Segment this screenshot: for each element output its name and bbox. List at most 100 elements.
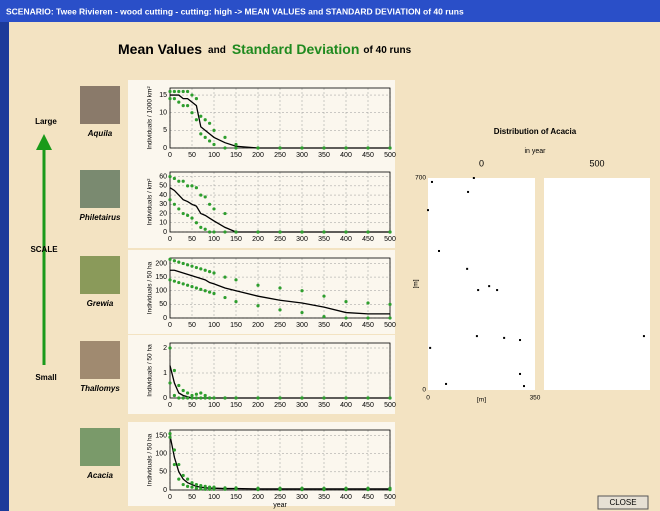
sd-point (388, 488, 391, 491)
sd-point (177, 281, 180, 284)
sd-point (177, 384, 180, 387)
y-tick-label: 15 (159, 92, 167, 99)
sd-point (186, 90, 189, 93)
x-tick-label: 50 (188, 494, 196, 501)
sd-point (177, 180, 180, 183)
x-tick-label: 500 (384, 494, 396, 501)
x-tick-label: 50 (188, 402, 196, 409)
x-tick-label: 100 (208, 236, 220, 243)
sd-point (388, 396, 391, 399)
sd-point (204, 396, 207, 399)
x-tick-label: 0 (168, 152, 172, 159)
y-tick-label: 0 (163, 229, 167, 236)
sd-point (182, 180, 185, 183)
plant-point (476, 335, 478, 337)
sd-point (186, 214, 189, 217)
sd-point (199, 484, 202, 487)
sd-point (322, 230, 325, 233)
sd-point (366, 488, 369, 491)
sd-point (256, 396, 259, 399)
y-tick-label: 0 (163, 395, 167, 402)
x-tick-label: 300 (296, 322, 308, 329)
sd-point (322, 396, 325, 399)
page: SCENARIO: Twee Rivieren - wood cutting -… (0, 0, 660, 511)
sd-point (366, 230, 369, 233)
sd-point (344, 230, 347, 233)
sd-point (366, 396, 369, 399)
sd-point (208, 270, 211, 273)
x-tick-label: 200 (252, 494, 264, 501)
y-tick-label: 100 (155, 288, 167, 295)
sd-point (212, 488, 215, 491)
sd-point (168, 432, 171, 435)
sd-point (300, 311, 303, 314)
sd-point (182, 483, 185, 486)
close-label[interactable]: CLOSE (609, 498, 636, 507)
distribution-title: Distribution of Acacia (494, 127, 577, 136)
sd-point (212, 143, 215, 146)
sd-point (256, 488, 259, 491)
x-axis-label: year (273, 502, 287, 509)
sd-point (223, 136, 226, 139)
sd-point (173, 90, 176, 93)
sd-point (300, 146, 303, 149)
sd-point (199, 267, 202, 270)
plant-point (445, 383, 447, 385)
sd-point (173, 369, 176, 372)
sd-point (177, 477, 180, 480)
x-tick-label: 150 (230, 236, 242, 243)
sd-point (186, 263, 189, 266)
sd-point (168, 346, 171, 349)
distribution-panel (428, 178, 535, 390)
y-tick-label: 40 (159, 192, 167, 199)
x-tick-label: 450 (362, 494, 374, 501)
y-tick-label: 150 (155, 274, 167, 281)
x-tick-label: 100 (208, 494, 220, 501)
plant-point (488, 285, 490, 287)
sd-point (223, 296, 226, 299)
sd-point (177, 396, 180, 399)
sd-point (322, 315, 325, 318)
scale-small: Small (35, 373, 56, 382)
y-tick-label: 30 (159, 201, 167, 208)
x-tick-label: 50 (188, 152, 196, 159)
plant-point (519, 373, 521, 375)
plant-point (473, 177, 475, 179)
sd-point (168, 381, 171, 384)
sd-point (190, 481, 193, 484)
species-name: Aquila (87, 129, 113, 138)
y-axis-label: Individuals / 50 ha (147, 261, 154, 314)
sd-point (234, 278, 237, 281)
sd-point (344, 146, 347, 149)
plant-point (431, 181, 433, 183)
sd-point (204, 289, 207, 292)
sd-point (278, 146, 281, 149)
sd-point (322, 146, 325, 149)
sd-point (344, 316, 347, 319)
sd-point (223, 230, 226, 233)
y-tick-label: 0 (163, 315, 167, 322)
y-tick-label: 10 (159, 220, 167, 227)
plant-point (496, 289, 498, 291)
x-tick-label: 350 (318, 236, 330, 243)
sd-point (190, 93, 193, 96)
x-tick-label: 500 (384, 322, 396, 329)
sd-point (195, 483, 198, 486)
sd-point (388, 303, 391, 306)
x-tick-label: 100 (208, 152, 220, 159)
sd-point (182, 90, 185, 93)
sd-point (182, 104, 185, 107)
y-tick-label: 150 (155, 432, 167, 439)
sd-point (168, 258, 171, 261)
sd-point (199, 288, 202, 291)
sd-point (212, 292, 215, 295)
x-tick-label: 350 (318, 152, 330, 159)
x-tick-label: 250 (274, 402, 286, 409)
sd-point (182, 282, 185, 285)
y-tick-label: 100 (155, 450, 167, 457)
x-tick-label: 200 (252, 236, 264, 243)
sd-point (195, 118, 198, 121)
scale-large: Large (35, 117, 57, 126)
sd-point (182, 396, 185, 399)
sd-point (366, 301, 369, 304)
